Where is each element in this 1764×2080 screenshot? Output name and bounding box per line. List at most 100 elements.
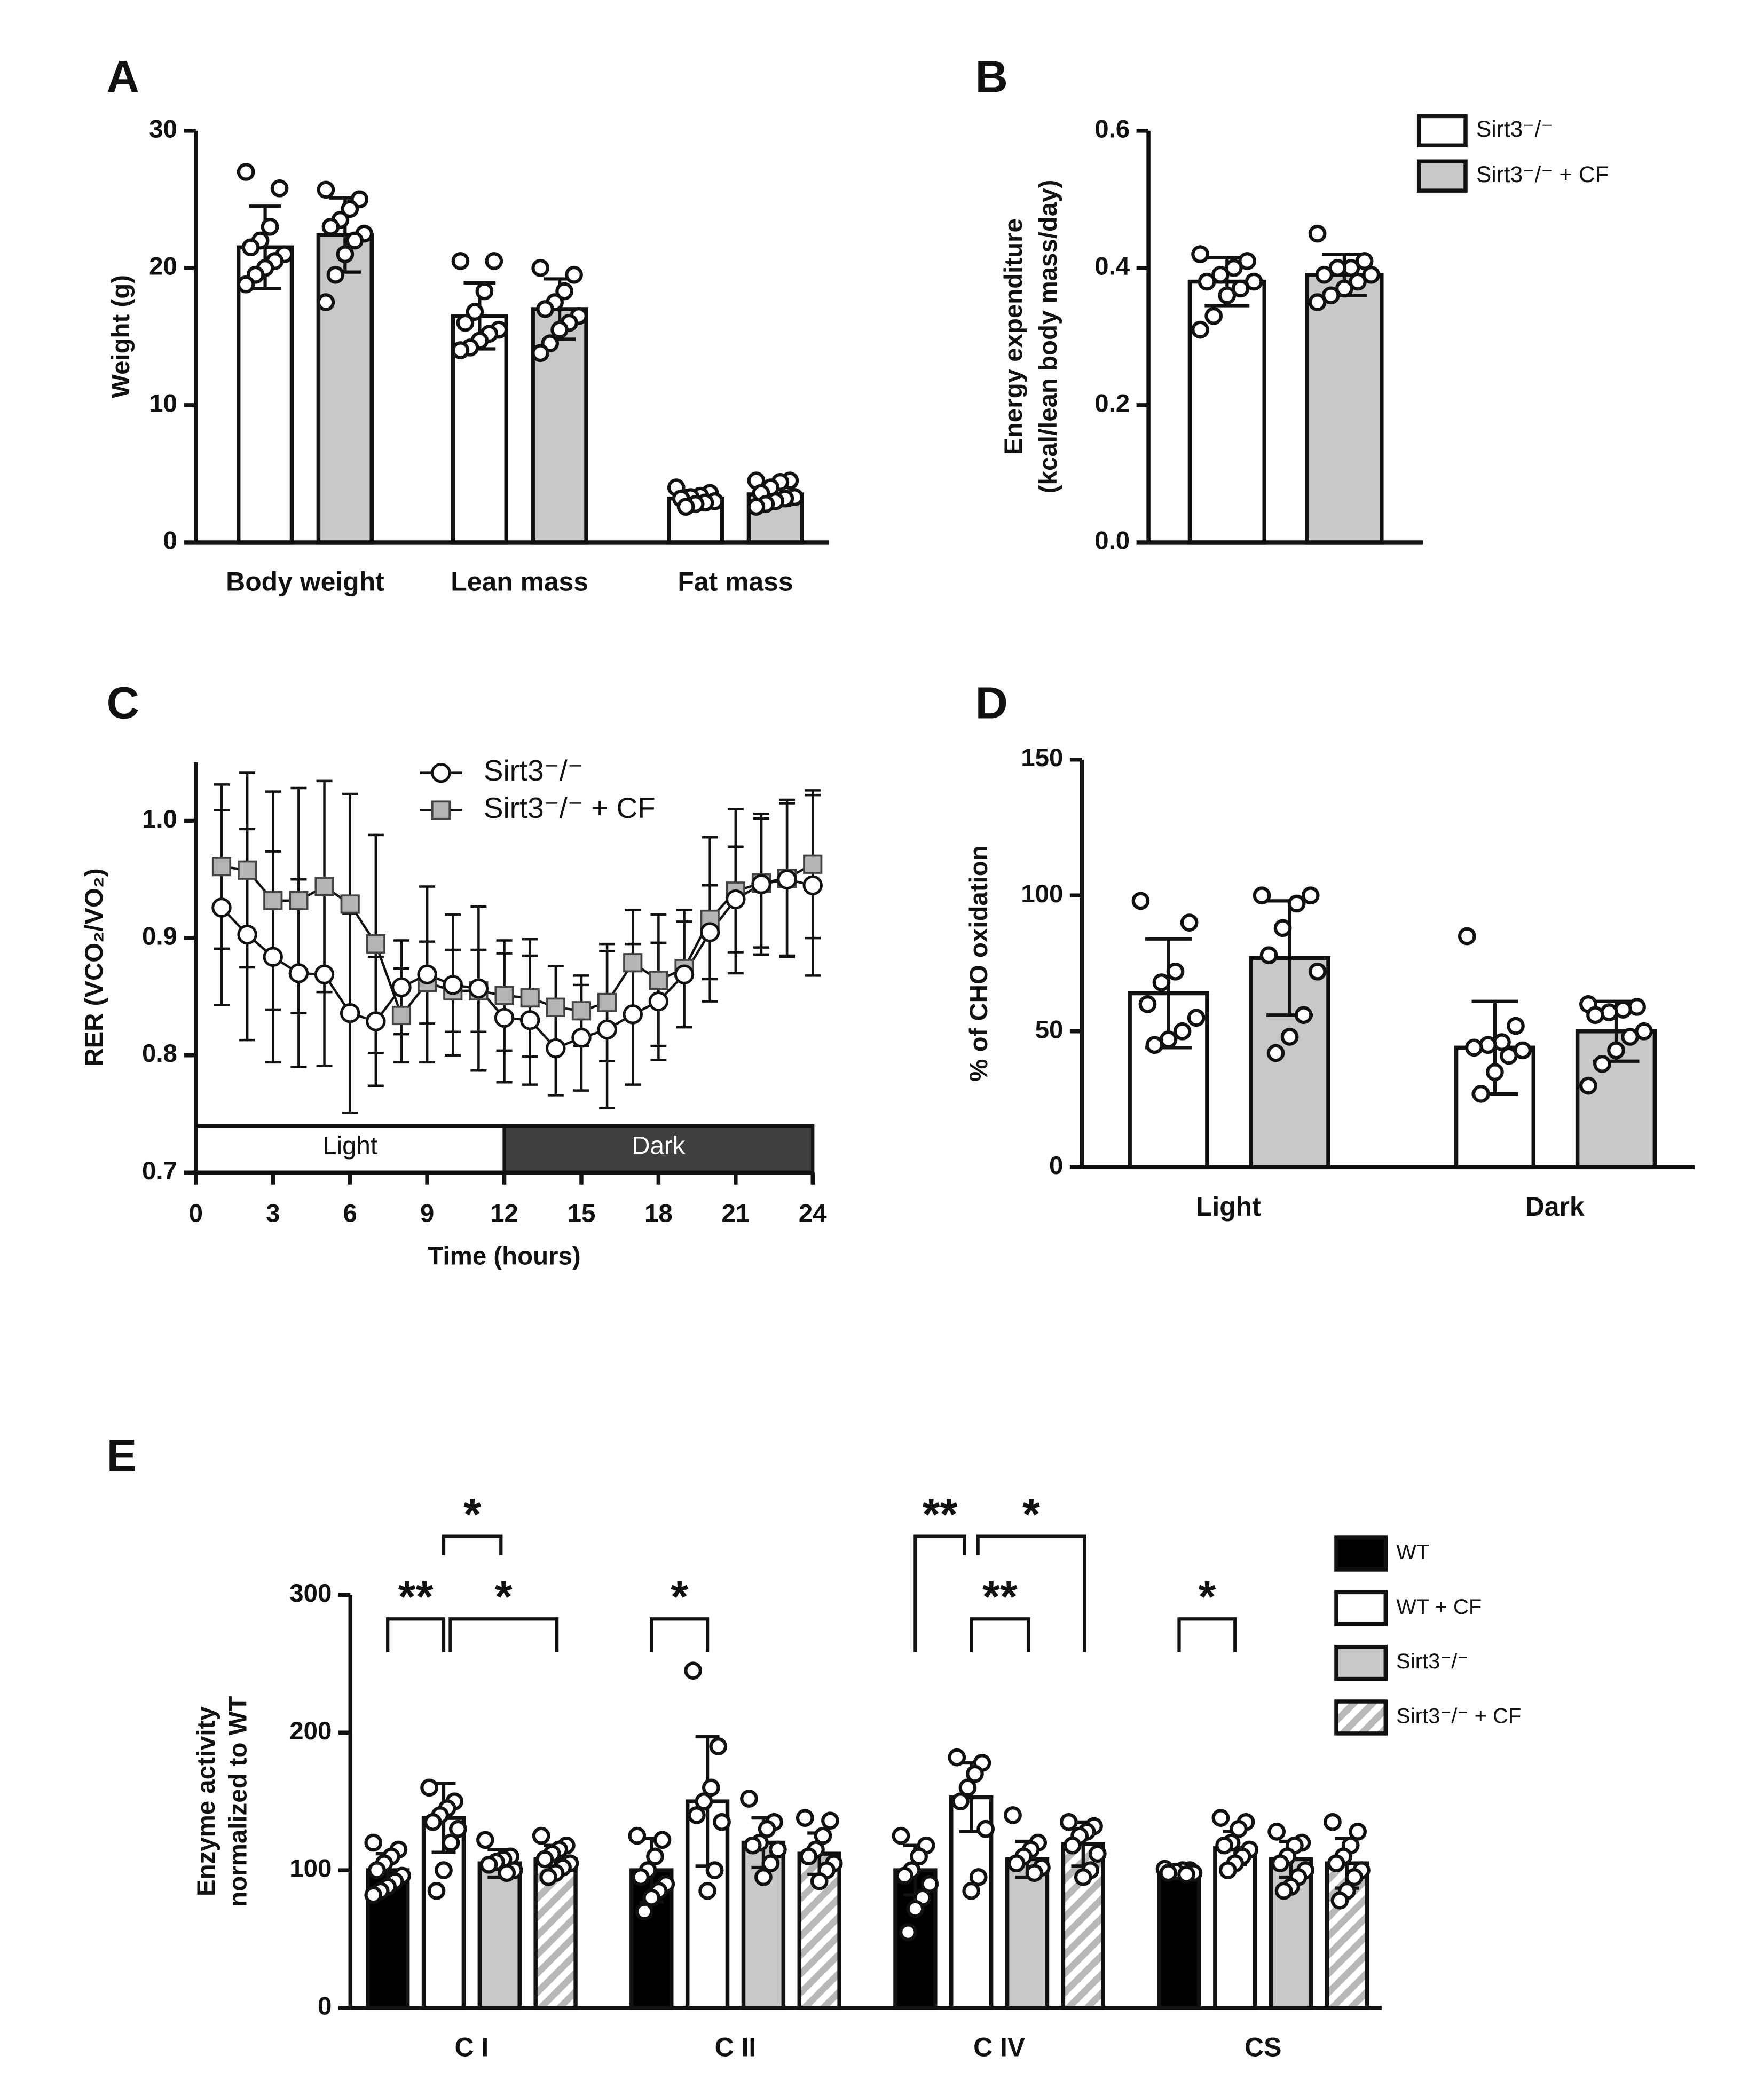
marker: [648, 991, 669, 1012]
y-tick-label: 0.6: [1094, 115, 1130, 143]
data-point: [368, 1861, 386, 1879]
bar: [1157, 1868, 1201, 2010]
panel-letter: E: [107, 1430, 137, 1480]
marker: [211, 897, 232, 918]
period-label: Dark: [632, 1131, 685, 1160]
marker: [571, 1001, 592, 1021]
data-point: [1464, 1038, 1483, 1057]
marker: [726, 889, 746, 910]
x-tick-label: 12: [490, 1200, 518, 1228]
y-axis-label: Weight (g): [107, 275, 135, 398]
data-point: [1330, 1891, 1349, 1910]
data-point: [1253, 886, 1271, 905]
data-point: [1145, 1036, 1164, 1054]
data-point: [1280, 1028, 1299, 1046]
data-point: [958, 1778, 977, 1797]
legend-swatch: [1416, 114, 1468, 148]
data-point: [698, 1881, 716, 1900]
data-point: [1238, 252, 1256, 270]
significance-bracket: [448, 1617, 559, 1652]
data-point: [1479, 1036, 1497, 1054]
data-point: [1088, 1845, 1107, 1863]
data-point: [1349, 272, 1367, 291]
data-point: [1211, 1809, 1230, 1827]
y-tick-label: 0.8: [142, 1039, 177, 1068]
legend-label: Sirt3⁻/⁻ + CF: [1396, 1704, 1521, 1728]
marker: [263, 891, 283, 910]
significance-label: *: [1022, 1488, 1040, 1539]
data-point: [345, 231, 364, 250]
data-point: [550, 320, 569, 339]
data-point: [476, 1831, 494, 1849]
data-point: [1486, 1063, 1504, 1081]
data-point: [747, 498, 766, 516]
data-point: [1191, 320, 1209, 339]
marker: [777, 869, 797, 890]
data-point: [435, 1861, 453, 1879]
x-tick-label: 15: [568, 1200, 596, 1228]
data-point: [270, 179, 289, 198]
y-axis-label: Enzyme activity: [192, 1706, 220, 1896]
data-point: [442, 1833, 460, 1852]
marker: [391, 977, 412, 998]
significance-bracket: [442, 1534, 503, 1555]
marker: [391, 1005, 412, 1026]
data-point: [451, 341, 470, 359]
data-point: [892, 1826, 910, 1845]
data-point: [1138, 995, 1157, 1013]
data-point: [1187, 1009, 1206, 1027]
marker: [802, 875, 823, 895]
significance-label: *: [671, 1571, 688, 1622]
legend-swatch: [1416, 159, 1468, 193]
marker: [597, 992, 617, 1012]
legend-label: Sirt3⁻/⁻: [1396, 1650, 1468, 1673]
data-point: [1614, 1000, 1632, 1019]
panel-letter: D: [975, 677, 1008, 728]
x-tick-label: 3: [266, 1200, 280, 1228]
marker: [699, 922, 720, 942]
legend-marker: [431, 762, 451, 783]
marker: [366, 934, 385, 954]
data-point: [1327, 1854, 1345, 1873]
panel-letter: A: [107, 51, 139, 101]
significance-bracket: [976, 1534, 1086, 1652]
data-point: [341, 200, 359, 218]
data-point: [1245, 272, 1263, 291]
data-point: [261, 217, 279, 236]
bar: [1305, 272, 1384, 545]
data-point: [899, 1923, 917, 1941]
data-point: [1621, 1028, 1639, 1046]
data-point: [531, 259, 550, 277]
data-point: [906, 1900, 925, 1918]
data-point: [969, 1868, 988, 1886]
significance-bracket: [1177, 1617, 1237, 1652]
data-point: [336, 245, 355, 264]
data-point: [1472, 1085, 1490, 1103]
data-point: [479, 1855, 498, 1874]
y-tick-label: 300: [289, 1579, 332, 1608]
data-point: [695, 1792, 713, 1811]
y-tick-label: 0.9: [142, 923, 177, 951]
data-point: [713, 1813, 731, 1831]
data-point: [1500, 1046, 1518, 1065]
significance-label: *: [495, 1571, 513, 1622]
data-point: [642, 1888, 661, 1907]
marker: [443, 975, 463, 995]
bar: [316, 233, 374, 545]
data-point: [1593, 1055, 1611, 1073]
y-tick-label: 0.4: [1094, 252, 1130, 280]
marker: [546, 997, 565, 1017]
legend-label: Sirt3⁻/⁻ + CF: [1476, 162, 1609, 187]
significance-label: **: [923, 1488, 958, 1539]
data-point: [317, 293, 335, 311]
x-tick-label: 24: [799, 1200, 827, 1228]
data-point: [1507, 1017, 1525, 1035]
legend-label: Sirt3⁻/⁻: [484, 754, 583, 787]
data-point: [1230, 1819, 1248, 1838]
x-tick-label: 21: [721, 1200, 750, 1228]
data-point: [702, 1778, 720, 1797]
data-point: [1266, 1044, 1285, 1062]
data-point: [653, 1831, 672, 1849]
data-point: [1025, 1864, 1044, 1882]
